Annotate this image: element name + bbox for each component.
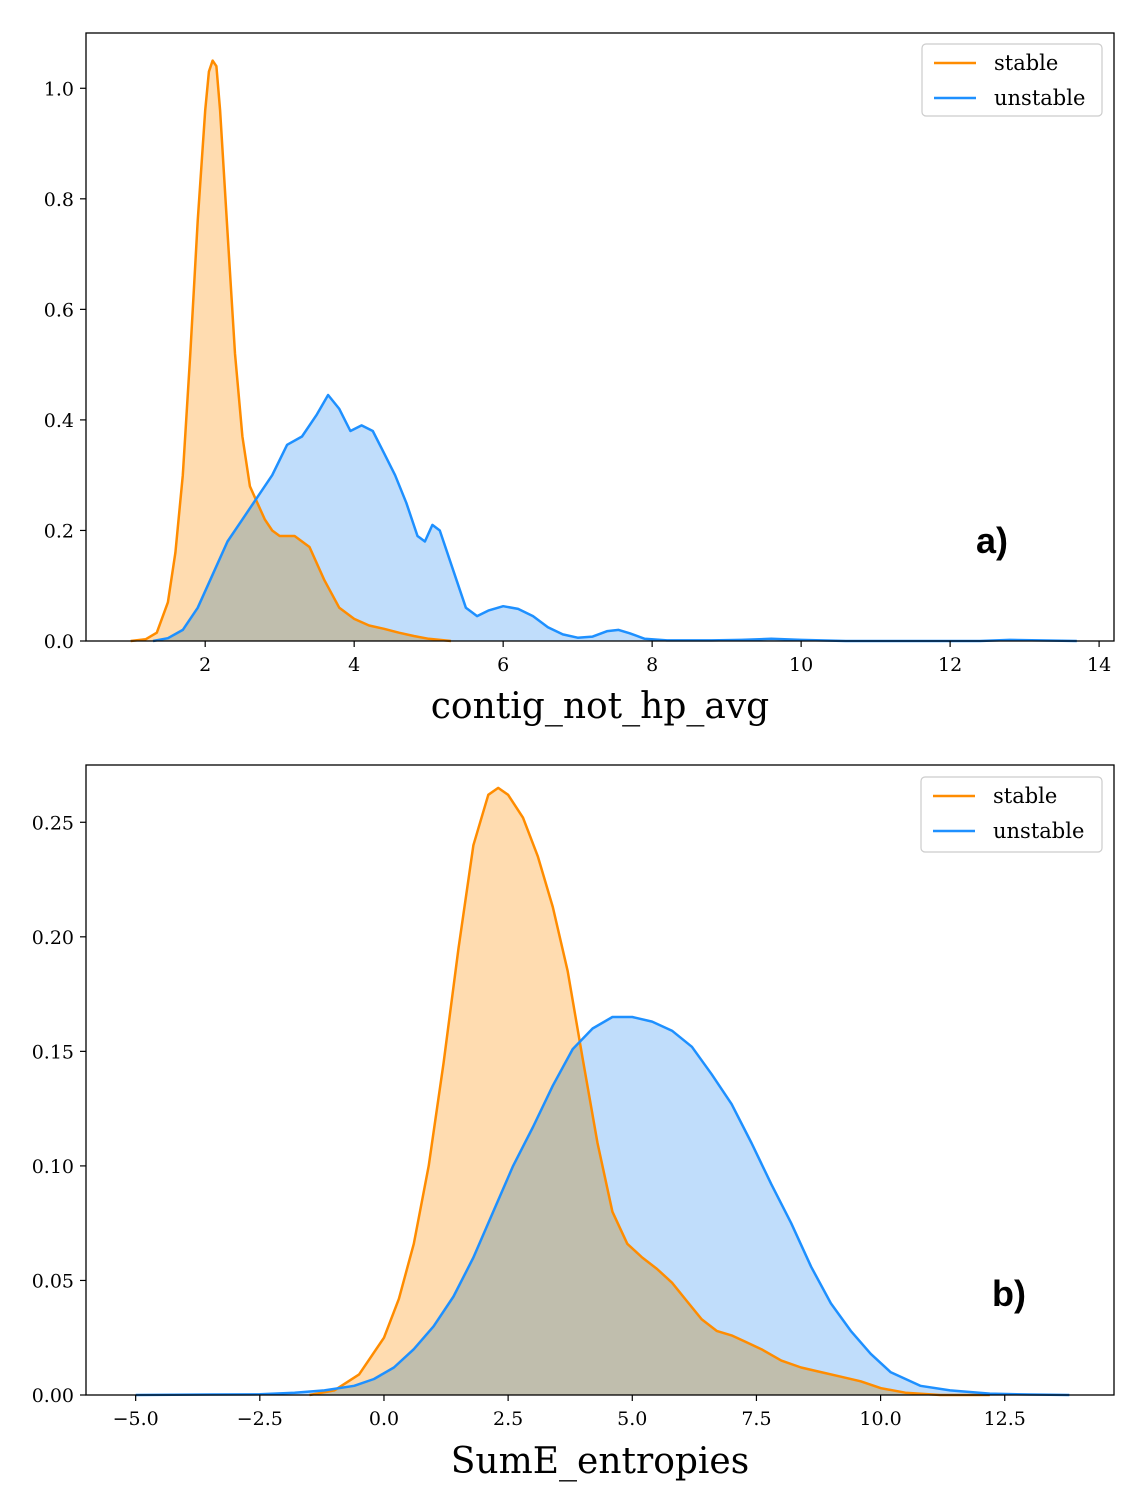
x-tick-label: 2.5 [493,1408,523,1430]
y-tick-label: 0.25 [32,812,74,834]
x-axis-title: SumE_entropies [451,1441,749,1482]
y-tick-label: 1.0 [44,78,74,100]
y-tick-label: 0.05 [32,1270,74,1292]
plot-frame [85,32,1115,642]
x-tick-label: 12.5 [984,1408,1026,1430]
y-tick-label: 0.4 [44,410,74,432]
x-axis-title: contig_not_hp_avg [431,686,769,727]
x-tick-label: −2.5 [237,1408,283,1430]
series-unstable-area [135,1017,1070,1395]
series-unstable-line [135,1015,1070,1397]
y-tick-label: 0.15 [32,1041,74,1063]
y-tick-label: 0.8 [44,189,74,211]
y-tick-label: 0.0 [44,631,74,653]
legend-label-stable: stable [994,51,1058,75]
y-tick-label: 0.00 [32,1385,74,1407]
x-tick-label: 4 [348,654,360,676]
series-stable-area [130,60,451,642]
x-tick-label: 14 [1087,654,1111,676]
series-stable-line [130,59,452,643]
plot-frame [85,764,1115,1396]
legend-label-unstable: unstable [993,819,1084,843]
x-tick-label: −5.0 [113,1408,159,1430]
x-tick-label: 6 [497,654,509,676]
x-tick-label: 0.0 [369,1408,399,1430]
series-stable-line [309,786,990,1397]
y-tick-label: 0.6 [44,299,74,321]
y-tick-label: 0.10 [32,1156,74,1178]
legend-label-unstable: unstable [994,86,1085,110]
x-tick-label: 8 [646,654,658,676]
x-tick-label: 7.5 [741,1408,771,1430]
x-tick-label: 2 [199,654,211,676]
chart-panel-a: 2 4 6 8 10 12 14 0.0 0.2 0.4 0.6 0.8 1.0 contig_not_h… [44,32,1115,727]
series-unstable-area [153,395,1077,641]
legend: stable unstable [920,776,1103,853]
x-tick-label: 12 [938,654,962,676]
x-tick-label: 10.0 [859,1408,901,1430]
x-tick-label: 5.0 [617,1408,647,1430]
y-tick-label: 0.20 [32,927,74,949]
chart-panel-b: −5.0 −2.5 0.0 2.5 5.0 7.5 10.0 12.5 0.00 0.05 0.10… [32,764,1115,1482]
y-tick-label: 0.2 [44,520,74,542]
x-tick-label: 10 [789,654,813,676]
legend: stable unstable [921,43,1103,117]
legend-label-stable: stable [993,784,1057,808]
panel-label: b) [992,1273,1026,1314]
panel-label: a) [976,520,1008,561]
